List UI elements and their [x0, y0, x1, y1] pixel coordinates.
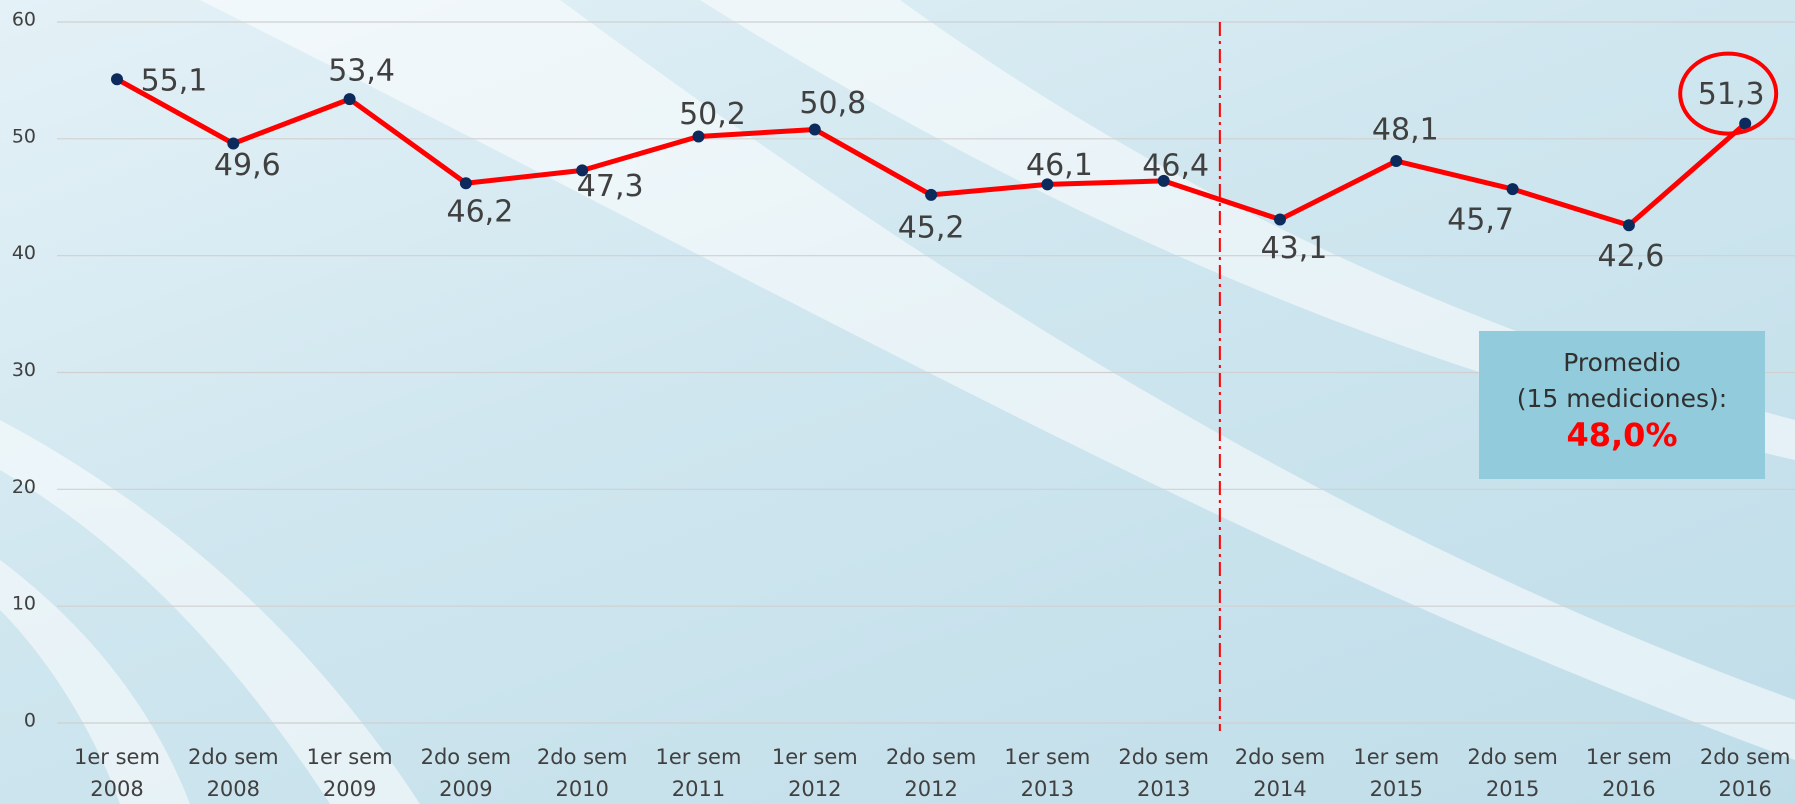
x-tick-label: 1er sem 2009: [300, 741, 400, 804]
y-tick-label: 10: [12, 593, 36, 615]
marker: [344, 93, 356, 105]
marker: [1623, 219, 1635, 231]
annotation-highlight: 48,0%: [1479, 417, 1765, 453]
x-tick-label: 2do sem 2016: [1695, 741, 1795, 804]
data-label: 48,1: [1372, 113, 1439, 148]
data-label: 43,1: [1261, 231, 1328, 266]
x-tick-label: 1er sem 2012: [765, 741, 865, 804]
y-tick-label: 60: [12, 9, 36, 31]
marker: [1507, 183, 1519, 195]
data-label: 50,2: [679, 97, 746, 132]
data-label: 49,6: [214, 148, 281, 183]
y-tick-label: 20: [12, 476, 36, 498]
x-tick-label: 2do sem 2008: [183, 741, 283, 804]
marker: [693, 130, 705, 142]
annotation-line: (15 mediciones):: [1479, 381, 1765, 417]
data-label: 53,4: [328, 54, 395, 89]
x-tick-label: 2do sem 2010: [532, 741, 632, 804]
data-label: 46,4: [1142, 148, 1209, 183]
x-tick-label: 1er sem 2016: [1579, 741, 1679, 804]
marker: [1390, 155, 1402, 167]
x-tick-label: 1er sem 2013: [997, 741, 1097, 804]
y-tick-label: 40: [12, 242, 36, 264]
data-label: 47,3: [577, 169, 644, 204]
x-tick-label: 2do sem 2014: [1230, 741, 1330, 804]
x-tick-label: 1er sem 2008: [67, 741, 167, 804]
data-label: 55,1: [141, 64, 208, 99]
data-label: 50,8: [799, 86, 866, 121]
marker: [460, 177, 472, 189]
average-box: Promedio (15 mediciones): 48,0%: [1479, 331, 1765, 479]
data-label: 46,2: [447, 195, 514, 230]
x-tick-label: 2do sem 2015: [1463, 741, 1563, 804]
marker: [111, 73, 123, 85]
x-tick-label: 1er sem 2015: [1346, 741, 1446, 804]
x-tick-label: 2do sem 2009: [416, 741, 516, 804]
marker: [809, 123, 821, 135]
chart: 0 10 20 30 40 50 60 55,1 49,6 53,4 46,2 47,3 50,2 50,…: [0, 0, 1795, 804]
x-tick-label: 2do sem 2012: [881, 741, 981, 804]
data-label: 45,7: [1447, 203, 1514, 238]
x-tick-label: 2do sem 2013: [1114, 741, 1214, 804]
data-label: 51,3: [1698, 77, 1765, 112]
y-tick-label: 50: [12, 125, 36, 147]
data-label: 45,2: [898, 210, 965, 245]
annotation-line: Promedio: [1479, 345, 1765, 381]
marker: [925, 189, 937, 201]
y-tick-label: 30: [12, 359, 36, 381]
marker: [1274, 213, 1286, 225]
data-label: 46,1: [1026, 148, 1093, 183]
data-label: 42,6: [1598, 239, 1665, 274]
x-tick-label: 1er sem 2011: [649, 741, 749, 804]
y-tick-label: 0: [24, 710, 36, 732]
